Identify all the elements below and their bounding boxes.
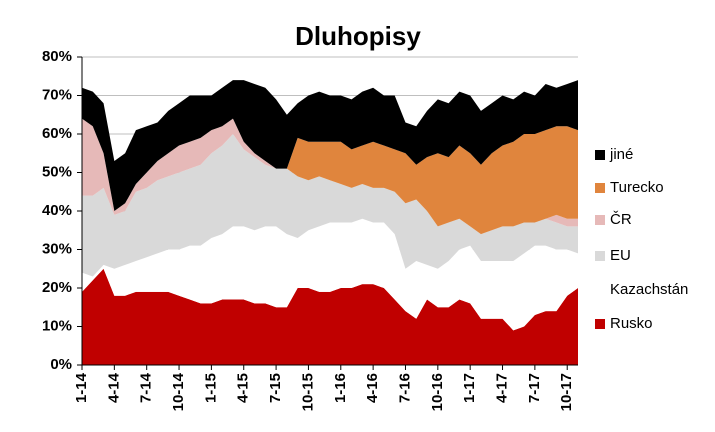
legend-label: jiné (609, 146, 633, 163)
x-tick-label: 10-16 (429, 373, 446, 411)
y-tick-label: 10% (42, 317, 72, 334)
x-tick-label: 1-15 (202, 373, 219, 403)
y-tick-label: 0% (50, 356, 72, 373)
legend-label: Kazachstán (610, 281, 688, 298)
legend-label: Rusko (610, 315, 653, 332)
legend-label: Turecko (610, 179, 664, 196)
area (82, 118, 578, 235)
x-tick-label: 4-17 (493, 373, 510, 403)
y-tick-label: 40% (42, 202, 72, 219)
x-tick-label: 10-17 (558, 373, 575, 411)
x-tick-label: 7-14 (138, 372, 155, 403)
x-tick-label: 1-17 (461, 373, 478, 403)
x-tick-label: 7-16 (396, 373, 413, 403)
y-tick-label: 20% (42, 279, 72, 296)
area (82, 118, 578, 235)
legend-label: EU (610, 247, 631, 264)
x-tick-label: 4-16 (364, 373, 381, 403)
y-tick-label: 30% (42, 240, 72, 257)
area (82, 218, 578, 331)
chart-title: Dluhopisy (295, 21, 421, 51)
legend-swatch (595, 285, 605, 295)
y-tick-label: 60% (42, 125, 72, 142)
legend-label: ČR (610, 211, 632, 228)
legend-swatch (595, 319, 605, 329)
y-tick-label: 70% (42, 86, 72, 103)
legend-swatch (595, 150, 605, 160)
x-tick-label: 1-16 (332, 373, 349, 403)
x-tick-label: 10-15 (299, 373, 316, 411)
legend-swatch (595, 215, 605, 225)
x-tick-label: 7-15 (267, 373, 284, 403)
area (82, 268, 578, 365)
x-tick-label: 7-17 (526, 373, 543, 403)
y-tick-label: 80% (42, 48, 72, 65)
x-tick-label: 4-15 (235, 373, 252, 403)
y-tick-label: 50% (42, 163, 72, 180)
area (82, 134, 578, 277)
x-tick-label: 1-14 (73, 372, 90, 403)
x-tick-label: 4-14 (105, 372, 122, 403)
legend-swatch (595, 251, 605, 261)
legend-swatch (595, 183, 605, 193)
x-tick-label: 10-14 (170, 372, 187, 411)
area (82, 80, 578, 211)
